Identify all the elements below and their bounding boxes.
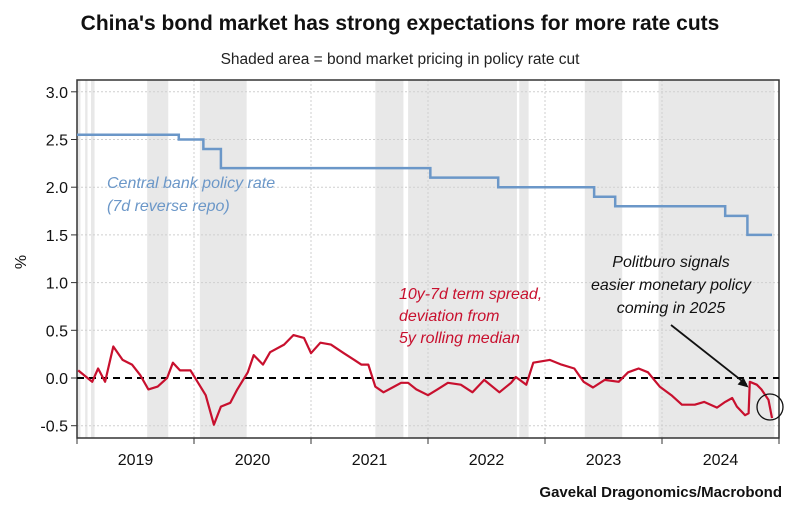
source-label: Gavekal Dragonomics/Macrobond [539,484,782,501]
x-tick-label: 2022 [469,452,505,469]
x-tick-label: 2020 [235,452,271,469]
x-tick-label: 2024 [703,452,739,469]
y-tick-label: -0.5 [40,419,68,436]
term-spread-label: deviation from [399,308,500,325]
shaded-period [85,80,88,438]
term-spread-line [77,334,774,426]
annotation-arrow [670,324,748,386]
highlight-circle [756,393,784,421]
policy-rate-label: (7d reverse repo) [107,198,230,215]
y-tick-label: 0.5 [46,323,68,340]
shaded-period [519,80,529,438]
chart-subtitle: Shaded area = bond market pricing in pol… [221,51,581,68]
term-spread-label: 5y rolling median [399,330,520,347]
policy-rate-label: Central bank policy rate [107,175,275,192]
shaded-period [584,80,623,438]
shaded-period [408,80,517,438]
annotation-text: coming in 2025 [617,300,726,317]
y-tick-label: 1.5 [46,228,68,245]
y-tick-label: 0.0 [46,371,68,388]
shaded-period [91,80,95,438]
plot-frame [76,79,780,439]
chart-title: China's bond market has strong expectati… [81,12,720,35]
y-tick-label: 2.5 [46,133,68,150]
term-spread-label: 10y-7d term spread, [399,286,542,303]
annotation-text: easier monetary policy [591,277,752,294]
y-tick-label: 1.0 [46,276,68,293]
y-tick-label: 3.0 [46,85,68,102]
x-tick-label: 2023 [586,452,622,469]
x-tick-label: 2019 [118,452,154,469]
y-axis-label: % [13,255,30,269]
arrowhead-icon [737,377,749,388]
annotation-text: Politburo signals [612,254,729,271]
shaded-period [77,80,81,438]
x-tick-label: 2021 [352,452,388,469]
policy-rate-line [77,133,772,237]
shaded-period [147,80,169,438]
y-tick-label: 2.0 [46,180,68,197]
